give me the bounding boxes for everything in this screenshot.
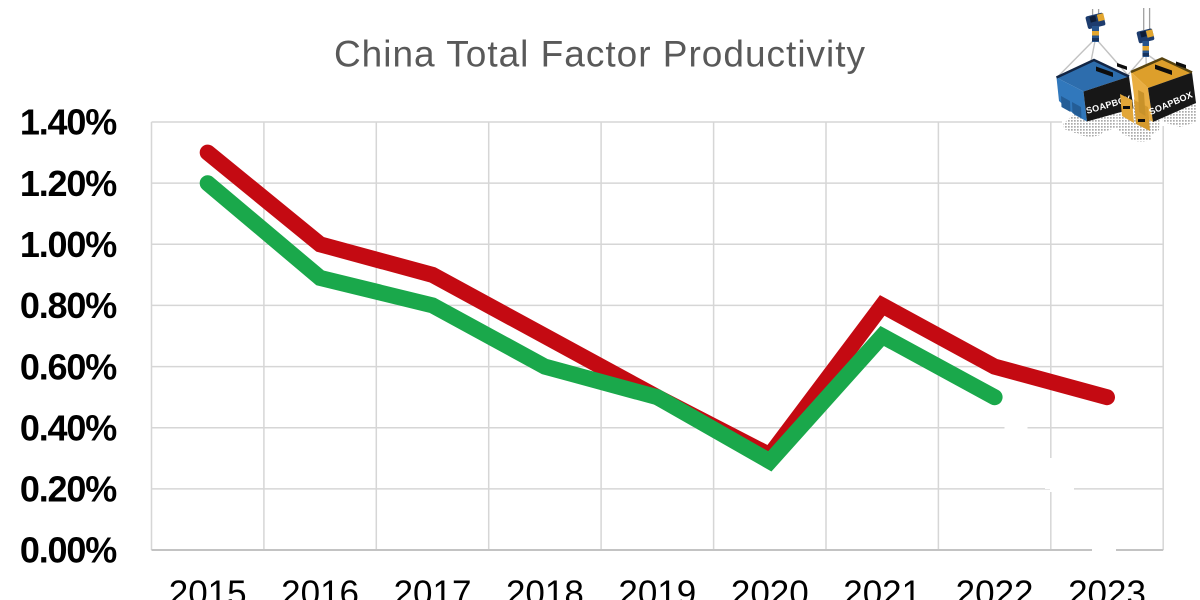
svg-text:0.60%: 0.60% [20, 346, 117, 387]
svg-text:2023: 2023 [1068, 574, 1146, 600]
svg-text:2020: 2020 [731, 574, 809, 600]
svg-text:2019: 2019 [618, 574, 696, 600]
svg-text:2018: 2018 [506, 574, 584, 600]
svg-text:1.40%: 1.40% [20, 102, 117, 143]
svg-text:0.80%: 0.80% [20, 285, 117, 326]
svg-text:2021: 2021 [843, 574, 921, 600]
svg-text:China Total Factor Productivit: China Total Factor Productivity [334, 34, 866, 75]
svg-text:2017: 2017 [394, 574, 472, 600]
svg-text:2016: 2016 [281, 574, 359, 600]
svg-text:1.20%: 1.20% [20, 163, 117, 204]
svg-text:0.00%: 0.00% [20, 530, 117, 571]
svg-text:2022: 2022 [956, 574, 1034, 600]
svg-text:2015: 2015 [169, 574, 247, 600]
svg-text:0.40%: 0.40% [20, 407, 117, 448]
svg-text:1.00%: 1.00% [20, 224, 117, 265]
svg-text:0.20%: 0.20% [20, 469, 117, 510]
